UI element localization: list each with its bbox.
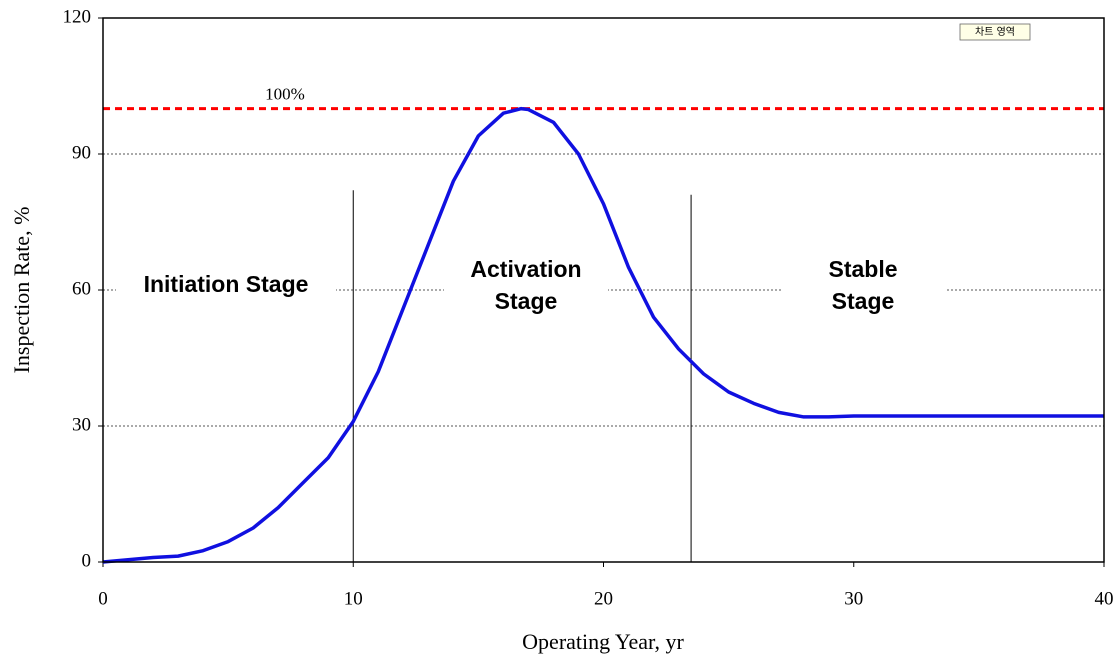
y-tick-label: 120 [63,6,92,27]
x-tick-label: 20 [594,588,613,609]
x-tick-label: 0 [98,588,108,609]
reference-label: 100% [265,85,305,104]
stage-label: Initiation Stage [144,271,309,297]
y-tick-label: 30 [72,414,91,435]
stage-label-bg [116,268,336,306]
series-line [102,106,1104,564]
stage-label: Stage [495,288,558,314]
y-tick-label: 90 [72,142,91,163]
stage-label: Stable [828,256,897,282]
x-axis-title: Operating Year, yr [522,629,684,654]
stage-label: Activation [470,256,581,282]
y-tick-label: 0 [82,550,92,571]
x-tick-label: 30 [844,588,863,609]
stage-label-bg [781,253,945,323]
plot-frame [102,17,1105,563]
tag-label: 차트 영역 [975,26,1015,38]
x-tick-label: 10 [344,588,363,609]
x-tick-label: 40 [1095,588,1114,609]
y-tick-label: 60 [72,278,91,299]
tag-box [959,23,1031,41]
stage-label: Stage [832,288,895,314]
stage-label-bg [444,253,608,323]
y-axis-title: Inspection Rate, % [9,207,34,374]
